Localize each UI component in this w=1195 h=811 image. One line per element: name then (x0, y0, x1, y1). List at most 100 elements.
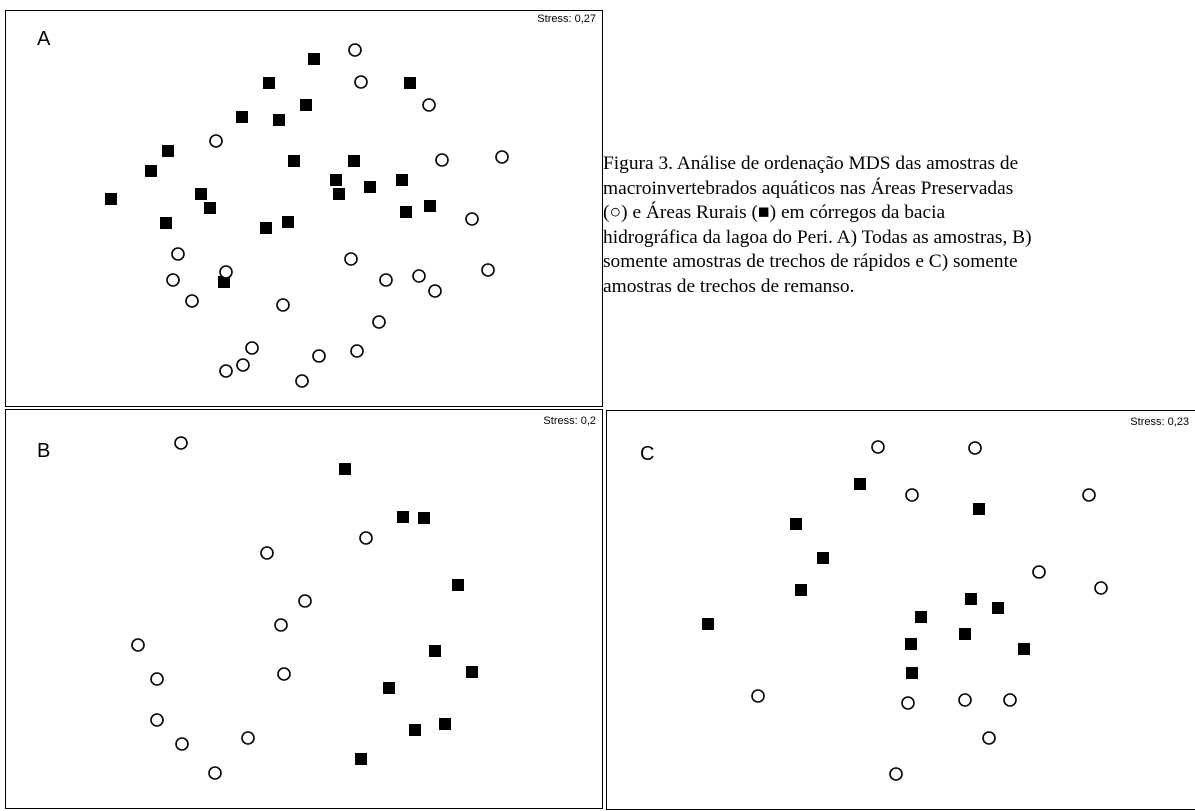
rural-sample-point (218, 276, 230, 288)
preserved-sample-point (171, 247, 185, 261)
caption-line: (○) e Áreas Rurais (■) em córregos da ba… (603, 202, 946, 223)
rural-sample-point (383, 682, 395, 694)
rural-sample-point (424, 200, 436, 212)
rural-sample-point (965, 593, 977, 605)
preserved-sample-point (751, 689, 765, 703)
preserved-sample-point (150, 713, 164, 727)
preserved-sample-point (274, 618, 288, 632)
rural-sample-point (273, 114, 285, 126)
preserved-sample-point (209, 134, 223, 148)
preserved-sample-point (174, 436, 188, 450)
rural-sample-point (854, 478, 866, 490)
rural-sample-point (105, 193, 117, 205)
stress-label-b: Stress: 0,2 (543, 415, 596, 427)
caption-line: somente amostras de trechos de rápidos e… (603, 251, 1018, 272)
preserved-sample-point (241, 731, 255, 745)
preserved-sample-point (1032, 565, 1046, 579)
preserved-sample-point (312, 349, 326, 363)
preserved-sample-point (219, 265, 233, 279)
rural-sample-point (288, 155, 300, 167)
preserved-sample-point (219, 364, 233, 378)
rural-sample-point (959, 628, 971, 640)
rural-sample-point (260, 222, 272, 234)
preserved-sample-point (1003, 693, 1017, 707)
rural-sample-point (195, 188, 207, 200)
preserved-sample-point (344, 252, 358, 266)
preserved-sample-point (1082, 488, 1096, 502)
preserved-sample-point (348, 43, 362, 57)
rural-sample-point (409, 724, 421, 736)
rural-sample-point (348, 155, 360, 167)
preserved-sample-point (298, 594, 312, 608)
panel-letter-b: B (37, 440, 51, 462)
rural-sample-point (145, 165, 157, 177)
preserved-sample-point (968, 441, 982, 455)
chart-panel-a: A Stress: 0,27 (5, 10, 603, 407)
scatter-plot-b (131, 436, 478, 780)
preserved-sample-point (379, 273, 393, 287)
preserved-sample-point (350, 344, 364, 358)
preserved-sample-point (871, 440, 885, 454)
rural-sample-point (404, 77, 416, 89)
preserved-sample-point (208, 766, 222, 780)
rural-sample-point (333, 188, 345, 200)
stress-label-a: Stress: 0,27 (537, 13, 596, 25)
rural-sample-point (973, 503, 985, 515)
preserved-sample-point (354, 75, 368, 89)
chart-panel-c: C Stress: 0,23 (606, 410, 1195, 810)
preserved-sample-point (905, 488, 919, 502)
preserved-sample-point (982, 731, 996, 745)
rural-sample-point (236, 111, 248, 123)
rural-sample-point (702, 618, 714, 630)
preserved-sample-point (412, 269, 426, 283)
rural-sample-point (282, 216, 294, 228)
rural-sample-point (396, 174, 408, 186)
stress-label-c: Stress: 0,23 (1130, 416, 1189, 428)
rural-sample-point (162, 145, 174, 157)
rural-sample-point (790, 518, 802, 530)
rural-sample-point (905, 638, 917, 650)
rural-sample-point (1018, 643, 1030, 655)
rural-sample-point (300, 99, 312, 111)
rural-sample-point (364, 181, 376, 193)
panel-letter-c: C (640, 443, 655, 465)
preserved-sample-point (295, 374, 309, 388)
rural-sample-point (308, 53, 320, 65)
rural-sample-point (439, 718, 451, 730)
preserved-sample-point (435, 153, 449, 167)
scatter-plot-c (702, 440, 1108, 781)
caption-line: macroinvertebrados aquáticos nas Áreas P… (603, 177, 1014, 199)
preserved-sample-point (495, 150, 509, 164)
caption-line: Figura 3. Análise de ordenação MDS das a… (603, 153, 1019, 174)
figure-caption: Figura 3. Análise de ordenação MDS das a… (603, 152, 1195, 299)
rural-sample-point (397, 511, 409, 523)
preserved-sample-point (236, 358, 250, 372)
preserved-sample-point (277, 667, 291, 681)
preserved-sample-point (372, 315, 386, 329)
rural-sample-point (466, 666, 478, 678)
preserved-sample-point (901, 696, 915, 710)
preserved-sample-point (260, 546, 274, 560)
rural-sample-point (418, 512, 430, 524)
rural-sample-point (795, 584, 807, 596)
preserved-sample-point (422, 98, 436, 112)
rural-sample-point (263, 77, 275, 89)
preserved-sample-point (465, 212, 479, 226)
rural-sample-point (915, 611, 927, 623)
rural-sample-point (355, 753, 367, 765)
rural-sample-point (339, 463, 351, 475)
preserved-sample-point (428, 284, 442, 298)
rural-sample-point (330, 174, 342, 186)
panel-letter-a: A (37, 28, 51, 50)
rural-sample-point (400, 206, 412, 218)
rural-sample-point (452, 579, 464, 591)
chart-panel-b: B Stress: 0,2 (5, 409, 603, 809)
preserved-sample-point (958, 693, 972, 707)
rural-sample-point (429, 645, 441, 657)
caption-line: amostras de trechos de remanso. (603, 275, 855, 297)
preserved-sample-point (150, 672, 164, 686)
preserved-sample-point (185, 294, 199, 308)
preserved-sample-point (175, 737, 189, 751)
preserved-sample-point (481, 263, 495, 277)
preserved-sample-point (131, 638, 145, 652)
